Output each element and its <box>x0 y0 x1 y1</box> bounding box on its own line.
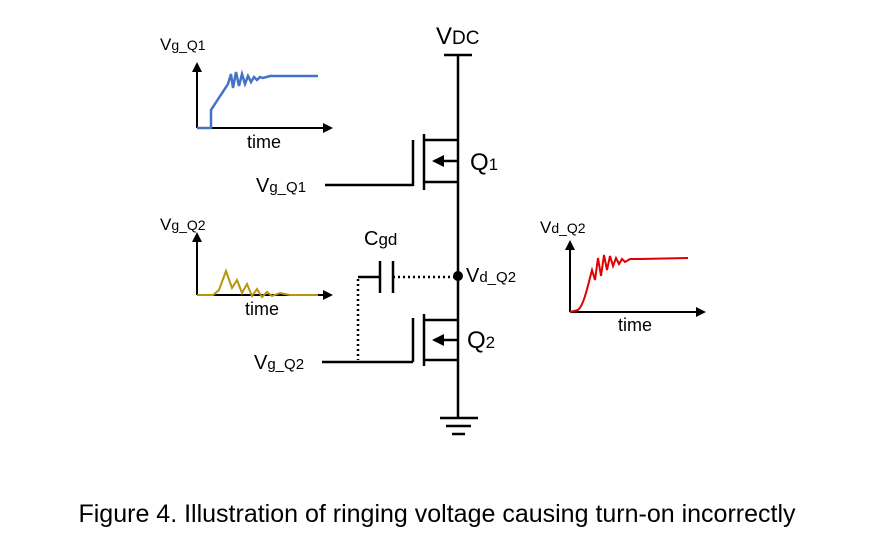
graph: Vd_Q2 time <box>540 218 706 335</box>
label-sub: g_Q1 <box>269 179 306 196</box>
axis-label: time <box>247 132 281 152</box>
label-main: V <box>540 218 552 237</box>
vdc-label: VDC <box>436 23 479 50</box>
graph-label: Vg_Q1 <box>160 35 206 54</box>
node-label: Vd_Q2 <box>466 265 516 287</box>
graph: Vg_Q1 time <box>160 35 333 152</box>
label-sub: d_Q2 <box>551 220 585 236</box>
axis-label: time <box>618 315 652 335</box>
q2-label: Q2 <box>467 327 495 354</box>
label-sub: d_Q2 <box>479 269 516 286</box>
label-sub: 2 <box>486 333 495 352</box>
q1-label: Q1 <box>470 149 498 176</box>
axis-label: time <box>245 299 279 319</box>
graph: Vg_Q2 time <box>160 215 333 319</box>
label-sub: g_Q1 <box>171 37 205 53</box>
label-sub: DC <box>452 28 479 49</box>
label-main: V <box>466 265 480 287</box>
label-sub: 1 <box>489 155 498 174</box>
label-main: V <box>160 35 172 54</box>
label-main: Q <box>467 327 486 354</box>
label-main: C <box>364 228 378 250</box>
label-sub: g_Q2 <box>267 356 304 373</box>
caption: Figure 4. Illustration of ringing voltag… <box>78 500 796 528</box>
label-main: V <box>436 23 452 50</box>
cgd-label: Cgd <box>364 228 397 250</box>
gate2-label: Vg_Q2 <box>254 352 304 374</box>
graph-label: Vd_Q2 <box>540 218 586 237</box>
graph-label: Vg_Q2 <box>160 215 206 234</box>
label-main: V <box>256 175 270 197</box>
label-main: V <box>254 352 268 374</box>
circuit <box>322 53 478 436</box>
gate1-label: Vg_Q1 <box>256 175 306 197</box>
label-sub: gd <box>378 230 397 249</box>
label-sub: g_Q2 <box>171 217 205 233</box>
label-main: Q <box>470 149 489 176</box>
label-main: V <box>160 215 172 234</box>
